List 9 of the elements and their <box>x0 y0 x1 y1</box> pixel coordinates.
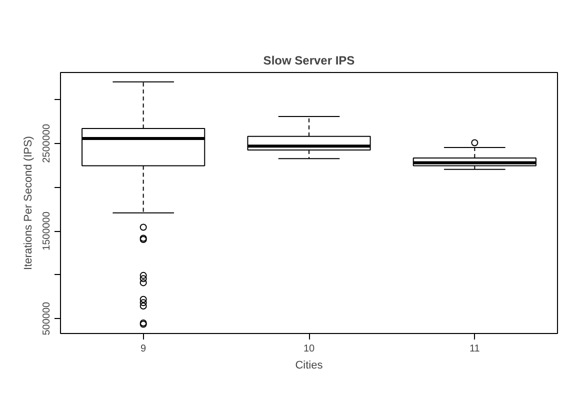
x-tick-label: 10 <box>303 344 315 354</box>
y-tick-label: 500000 <box>42 301 52 336</box>
x-tick-label: 11 <box>469 344 480 354</box>
x-tick-label: 9 <box>140 344 147 354</box>
y-tick-label: 1500000 <box>42 211 52 250</box>
y-tick-label: 2500000 <box>42 124 52 163</box>
x-axis-title: Cities <box>295 360 324 372</box>
y-axis-title: Iterations Per Second (IPS) <box>22 136 34 270</box>
chart-title: Slow Server IPS <box>263 54 355 68</box>
